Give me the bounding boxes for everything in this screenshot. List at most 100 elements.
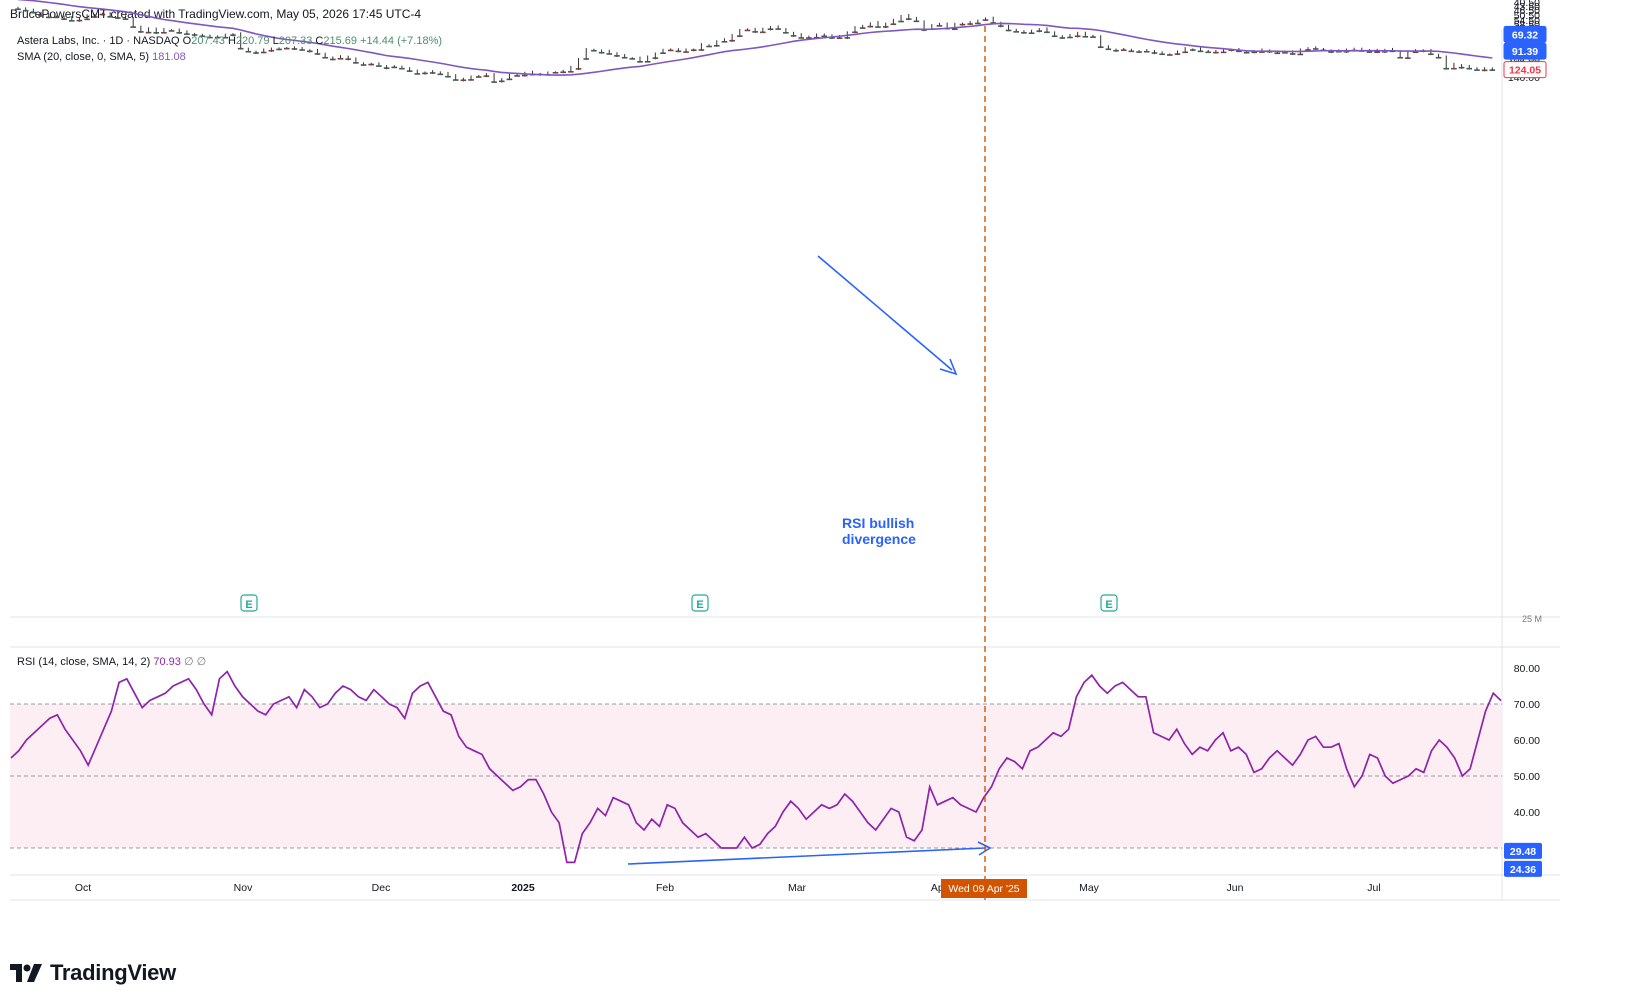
tradingview-brand[interactable]: TradingView: [10, 958, 176, 988]
candle: [1167, 54, 1173, 56]
candle: [30, 11, 37, 14]
candle: [1013, 31, 1019, 33]
candle: [61, 18, 67, 20]
candle: [53, 16, 60, 19]
candle: [376, 65, 382, 67]
candle: [1128, 50, 1135, 53]
price-badge: [1503, 42, 1547, 60]
candle: [253, 52, 259, 54]
candle: [775, 28, 781, 30]
candle: [199, 35, 206, 38]
candle: [591, 49, 597, 52]
candle: [345, 58, 351, 60]
candle: [245, 50, 252, 53]
candle: [1144, 50, 1150, 53]
candle: [1412, 51, 1419, 54]
candle: [744, 29, 751, 32]
candle: [652, 57, 659, 59]
time-axis-label: May: [1079, 882, 1100, 894]
candle: [107, 16, 113, 18]
candle: [1159, 53, 1165, 56]
price-axis-tick: 54.50: [1514, 15, 1540, 27]
candle: [821, 35, 828, 38]
candle: [1366, 51, 1373, 53]
candle: [1182, 51, 1188, 54]
sma-legend: SMA (20, close, 0, SMA, 5) 181.08: [17, 51, 186, 63]
rsi-axis-tick: 70.00: [1514, 699, 1540, 711]
candle: [1374, 51, 1380, 54]
candle: [422, 72, 428, 75]
candle: [1113, 49, 1119, 52]
candle: [667, 49, 674, 52]
candle: [337, 57, 344, 60]
rsi-badge-value: 24.36: [1510, 864, 1536, 876]
candle: [959, 23, 966, 26]
candle: [606, 53, 613, 55]
time-axis-label: 2025: [511, 882, 535, 894]
rsi-line: [10, 670, 1502, 864]
earnings-marker-label: E: [245, 599, 252, 611]
candle: [153, 32, 159, 34]
candle: [1489, 69, 1496, 71]
candle: [1205, 51, 1211, 54]
candle: [1090, 36, 1096, 38]
candle: [115, 17, 121, 19]
candle: [184, 33, 190, 35]
tradingview-wordmark: TradingView: [50, 960, 176, 985]
candle: [176, 32, 183, 34]
time-axis-label: Mar: [788, 882, 807, 894]
candle: [322, 56, 328, 59]
candle: [936, 25, 943, 27]
candle: [1474, 69, 1480, 71]
candle: [836, 37, 843, 39]
candle: [706, 45, 712, 48]
candle: [145, 31, 152, 34]
candle: [437, 73, 444, 76]
candle: [353, 62, 359, 64]
candle: [1435, 56, 1442, 59]
annotation-line-2: divergence: [842, 531, 916, 547]
candle: [406, 70, 413, 72]
crosshair-date-label: Wed 09 Apr '25: [948, 883, 1019, 895]
rsi-axis-tick: 80.00: [1514, 663, 1540, 675]
earnings-marker: [691, 594, 709, 612]
candle: [714, 45, 720, 47]
candle: [76, 19, 83, 22]
candle: [1397, 56, 1403, 59]
candle: [1044, 31, 1050, 34]
candle: [675, 50, 682, 53]
candle: [598, 51, 605, 54]
candle: [1328, 51, 1334, 53]
candle: [84, 18, 90, 21]
candle: [99, 13, 106, 16]
annotation-line-1: RSI bullish: [842, 515, 914, 531]
rsi-legend: RSI (14, close, SMA, 14, 2) 70.93 ∅ ∅: [17, 656, 206, 668]
candle: [767, 28, 774, 31]
candle: [1021, 32, 1027, 34]
price-axis-tick: 50.50: [1514, 10, 1540, 22]
candle: [452, 79, 459, 81]
candle: [368, 63, 374, 66]
candle: [483, 75, 490, 77]
price-badge: [1503, 61, 1547, 79]
candle: [783, 32, 789, 34]
candle: [1190, 49, 1196, 51]
candle: [737, 35, 743, 37]
candle: [1428, 53, 1434, 56]
candle: [614, 55, 620, 57]
price-axis-tick: 46.50: [1514, 5, 1540, 17]
candle: [729, 39, 735, 42]
candle: [1097, 46, 1104, 48]
candle: [1036, 30, 1043, 32]
candle: [683, 51, 689, 53]
candle: [284, 47, 290, 50]
candle: [1443, 67, 1449, 70]
candle: [1051, 35, 1058, 38]
candle: [1220, 51, 1227, 54]
candle: [383, 67, 390, 69]
rsi-badge-value: 29.48: [1510, 846, 1536, 858]
candle: [45, 16, 52, 19]
time-axis-label: Jul: [1367, 882, 1380, 894]
chart-canvas[interactable]: 140.00130.00120.00112.00104.0096.0088.00…: [0, 0, 1634, 960]
candle: [1274, 52, 1281, 55]
